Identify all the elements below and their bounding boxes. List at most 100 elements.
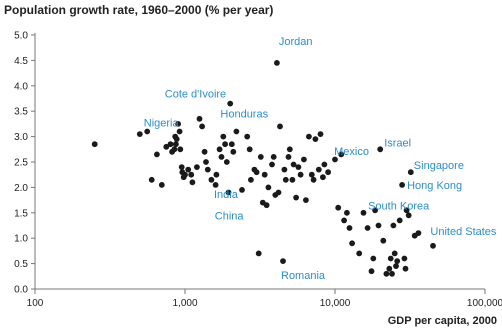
data-point: [257, 154, 264, 160]
y-tick-label: 0.0: [14, 285, 28, 296]
data-point: [281, 166, 288, 173]
data-points: [91, 60, 436, 277]
data-point: [167, 141, 174, 148]
data-point: [244, 133, 251, 140]
data-point: [346, 225, 353, 231]
data-point: [218, 154, 225, 160]
data-point: [407, 169, 414, 176]
data-point: [321, 161, 328, 168]
annotation-label: Jordan: [279, 36, 313, 48]
y-tick-label: 3.0: [14, 132, 28, 143]
data-point: [401, 255, 408, 262]
data-point: [317, 131, 324, 138]
data-point: [285, 154, 292, 160]
data-point: [148, 176, 155, 183]
data-point: [380, 237, 387, 244]
annotation-label: India: [214, 189, 239, 201]
data-point: [375, 222, 382, 229]
data-point: [270, 154, 277, 160]
y-tick-label: 4.0: [14, 81, 28, 92]
data-point: [389, 270, 395, 277]
y-tick-label: 4.5: [14, 56, 28, 67]
data-point: [372, 207, 378, 214]
data-point: [301, 156, 307, 163]
data-point: [233, 128, 240, 135]
data-point: [212, 182, 219, 188]
y-tick-label: 1.0: [14, 234, 28, 245]
annotation-label: Romania: [281, 270, 326, 282]
x-axis-label: GDP per capita, 2000: [388, 315, 497, 327]
data-point: [370, 255, 377, 262]
data-point: [223, 159, 230, 165]
data-point: [216, 146, 223, 153]
data-point: [230, 148, 237, 155]
data-point: [386, 265, 393, 272]
data-point: [265, 184, 272, 191]
x-tick-label: 1,000: [172, 298, 197, 309]
data-point: [163, 143, 170, 150]
data-point: [308, 171, 315, 178]
data-point: [239, 187, 245, 193]
data-point: [248, 176, 254, 183]
data-point: [383, 270, 390, 277]
data-point: [320, 174, 326, 181]
data-point: [349, 240, 355, 247]
data-point: [222, 141, 229, 148]
annotation-label: Israel: [384, 137, 411, 149]
data-point: [263, 202, 270, 209]
data-point: [391, 250, 398, 257]
data-point: [364, 225, 371, 231]
data-point: [286, 146, 293, 153]
annotation-label: United States: [430, 226, 497, 238]
data-point: [275, 189, 282, 196]
data-point: [282, 176, 289, 183]
data-point: [255, 250, 262, 257]
data-point: [201, 148, 208, 155]
y-tick-label: 1.5: [14, 208, 28, 219]
data-point: [175, 121, 182, 127]
data-point: [208, 176, 215, 183]
data-point: [360, 209, 367, 216]
annotation-label: Honduras: [220, 109, 268, 121]
annotation-label: Cote d'Ivoire: [165, 89, 226, 101]
data-point: [356, 250, 363, 257]
y-tick-label: 3.5: [14, 107, 28, 118]
data-point: [196, 115, 203, 122]
data-point: [377, 146, 384, 153]
y-axis: 0.0 0.5 1.0 1.5 2.0 2.5 3.0 3.5 4.0 4.5 5.0: [14, 31, 36, 296]
data-point: [394, 258, 401, 264]
data-point: [178, 164, 185, 171]
data-point: [312, 136, 319, 143]
data-point: [199, 123, 206, 130]
annotation-label: Nigeria: [144, 118, 180, 130]
data-point: [325, 169, 331, 176]
data-point: [91, 141, 98, 148]
data-point: [403, 207, 410, 214]
data-point: [341, 217, 347, 224]
data-point: [399, 182, 405, 188]
y-tick-label: 0.5: [14, 259, 28, 270]
data-point: [171, 146, 178, 153]
data-point: [274, 60, 280, 66]
data-point: [405, 212, 412, 219]
data-point: [188, 171, 195, 178]
data-point: [246, 146, 253, 153]
data-point: [338, 151, 345, 158]
data-point: [290, 161, 297, 168]
data-point: [293, 194, 299, 201]
data-point: [297, 171, 304, 178]
data-point: [158, 182, 165, 188]
data-point: [176, 128, 183, 135]
data-point: [344, 209, 350, 216]
data-point: [194, 164, 200, 171]
data-point: [225, 189, 232, 196]
data-point: [144, 128, 151, 135]
data-point: [177, 146, 184, 153]
data-point: [335, 204, 342, 211]
data-point: [228, 141, 235, 148]
annotation-label: Hong Kong: [407, 180, 462, 192]
data-point: [430, 242, 436, 249]
annotations: Jordan Cote d'Ivoire Honduras Nigeria Mexico…: [144, 36, 497, 282]
data-point: [393, 263, 399, 269]
